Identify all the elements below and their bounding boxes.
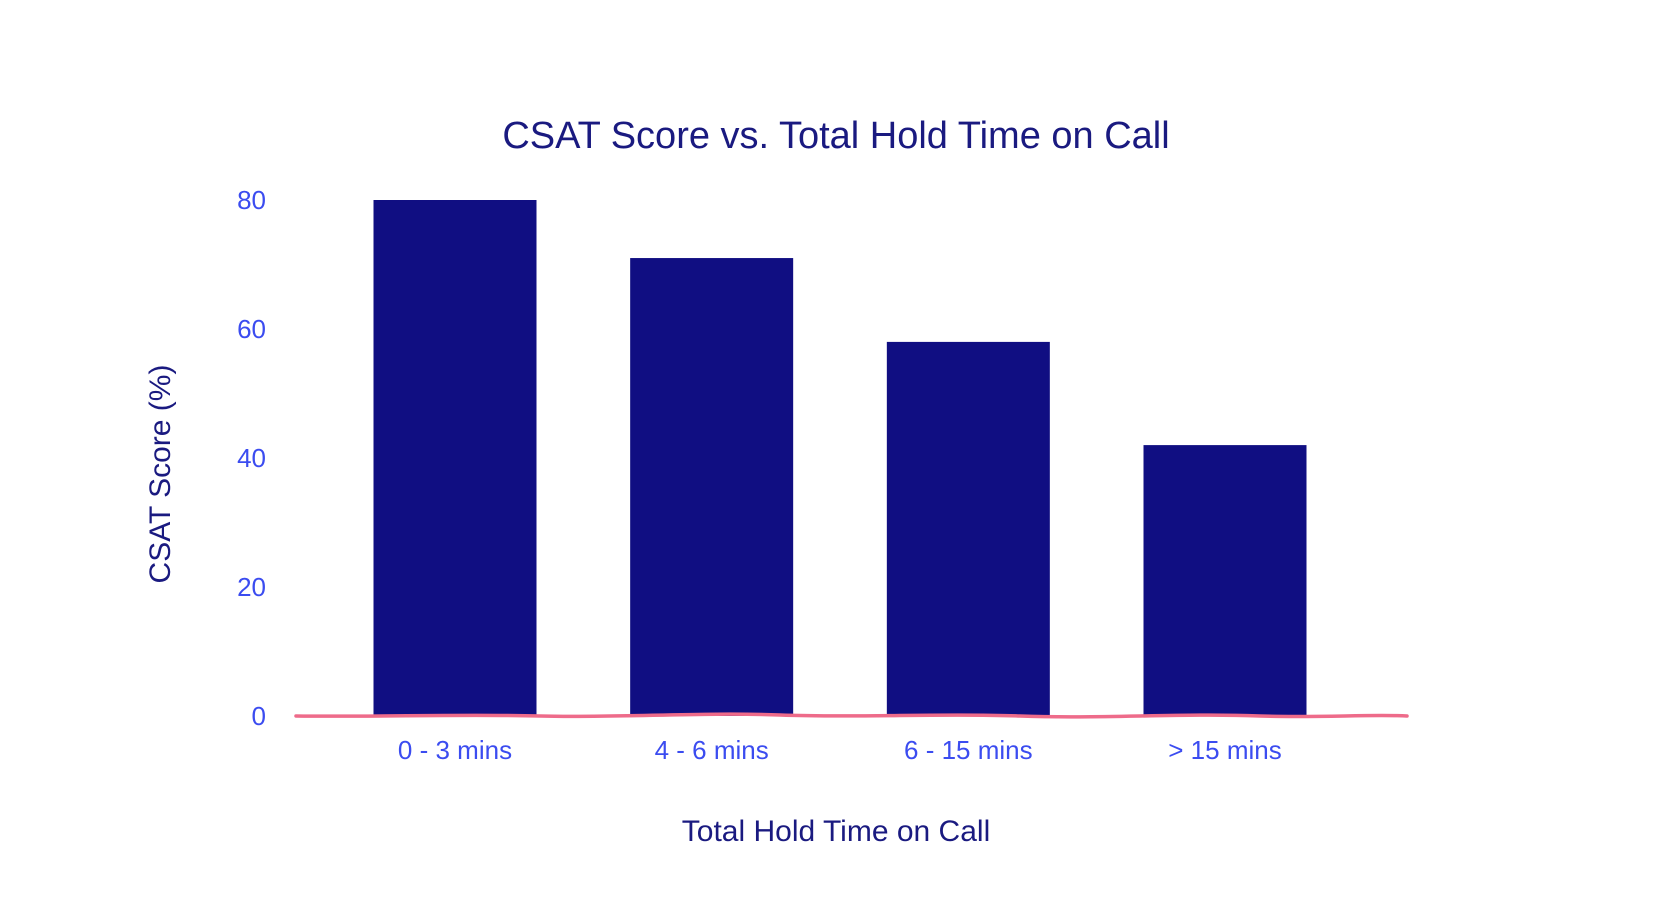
chart-title: CSAT Score vs. Total Hold Time on Call — [502, 115, 1169, 157]
bar — [630, 258, 794, 716]
x-axis-title: Total Hold Time on Call — [682, 815, 990, 848]
bar — [1143, 445, 1307, 716]
y-tick-label: 40 — [237, 443, 266, 473]
x-axis-ticks: 0 - 3 mins 4 - 6 mins 6 - 15 mins > 15 mins — [398, 735, 1282, 765]
y-axis-title: CSAT Score (%) — [144, 365, 177, 584]
y-tick-label: 60 — [237, 314, 266, 344]
bars — [373, 200, 1307, 716]
y-tick-label: 80 — [237, 185, 266, 215]
x-axis-baseline — [294, 712, 1409, 719]
bar — [373, 200, 537, 716]
x-tick-label: 4 - 6 mins — [655, 735, 769, 765]
y-axis-ticks: 0 20 40 60 80 — [237, 185, 266, 731]
x-tick-label: 0 - 3 mins — [398, 735, 512, 765]
x-tick-label: > 15 mins — [1168, 735, 1281, 765]
x-tick-label: 6 - 15 mins — [904, 735, 1033, 765]
y-tick-label: 0 — [252, 701, 266, 731]
bar — [886, 341, 1050, 716]
y-tick-label: 20 — [237, 572, 266, 602]
